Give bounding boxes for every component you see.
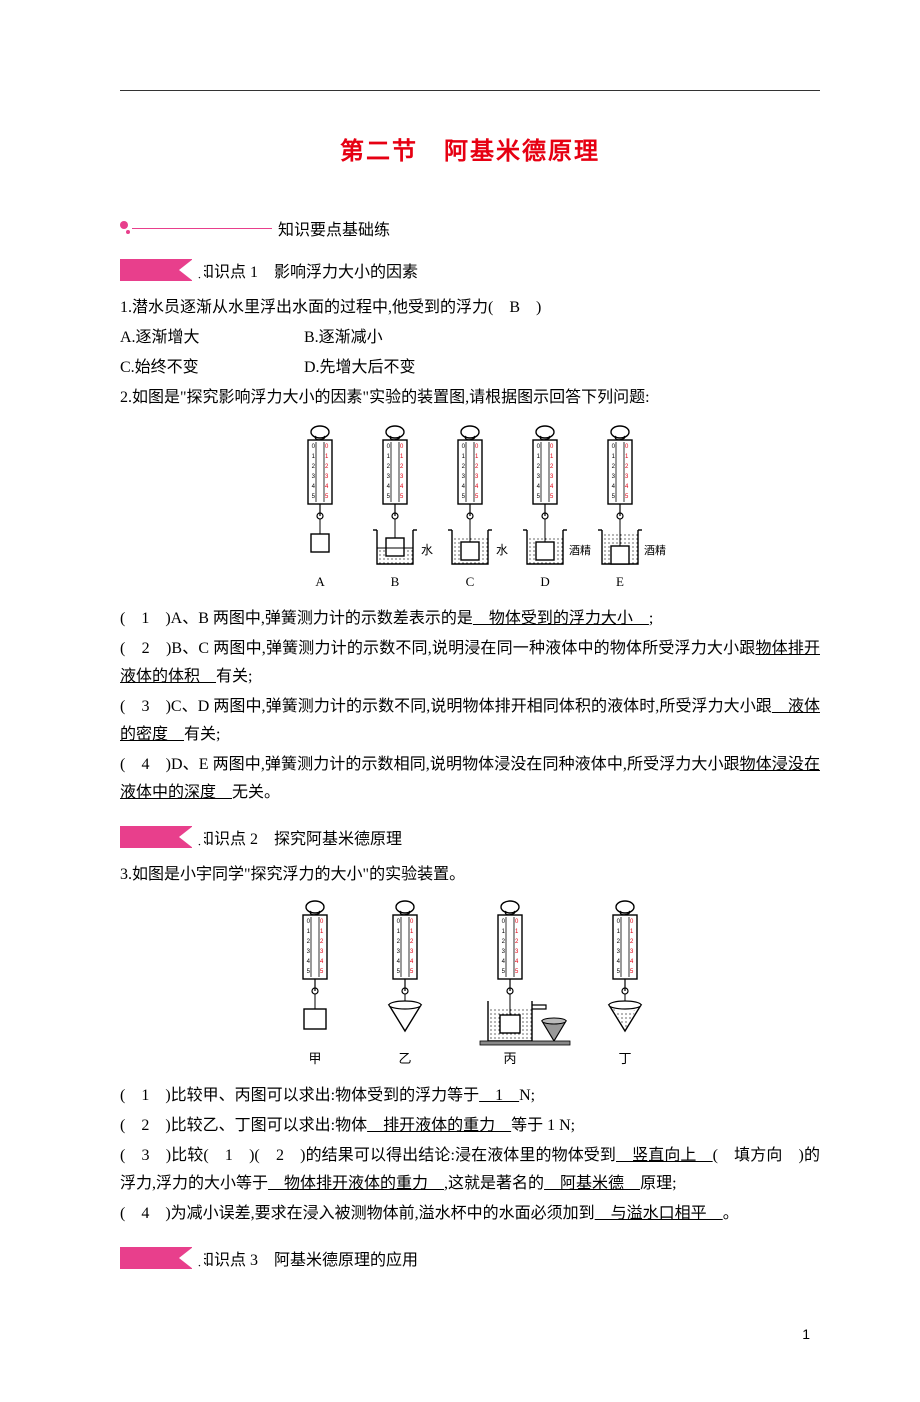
kp1-label: 知识点 1 影响浮力大小的因素 [198, 258, 418, 282]
q2-p1u: 物体受到的浮力大小 [473, 610, 649, 627]
svg-text:酒精: 酒精 [569, 544, 591, 557]
q3-p1b: N; [519, 1087, 535, 1104]
figure-1: 012 345 012 345 [120, 420, 820, 595]
top-rule [120, 90, 820, 91]
q1-optC: C.始终不变 [120, 354, 300, 382]
svg-text:C: C [466, 574, 475, 589]
q1-optD: D.先增大后不变 [304, 359, 416, 376]
q2-p2a: ( 2 )B、C 两图中,弹簧测力计的示数不同,说明浸在同一种液体中的物体所受浮… [120, 640, 755, 657]
kp2-label: 知识点 2 探究阿基米德原理 [198, 825, 402, 849]
q3-p1: ( 1 )比较甲、丙图可以求出:物体受到的浮力等于 1 N; [120, 1082, 820, 1110]
kp-pill-icon [120, 826, 192, 848]
q3-p3u1: 竖直向上 [616, 1147, 713, 1164]
page-number: 1 [802, 1326, 810, 1342]
q3-p3: ( 3 )比较( 1 )( 2 )的结果可以得出结论:浸在液体里的物体受到 竖直… [120, 1142, 820, 1198]
q3-p2a: ( 2 )比较乙、丁图可以求出:物体 [120, 1117, 367, 1134]
q3-p3a: ( 3 )比较( 1 )( 2 )的结果可以得出结论:浸在液体里的物体受到 [120, 1147, 616, 1164]
svg-text:酒精: 酒精 [644, 544, 666, 557]
q1-row2: C.始终不变 D.先增大后不变 [120, 354, 820, 382]
q3-p3n: ,这就是著名的 [444, 1175, 544, 1192]
q3-p3u3: 阿基米德 [544, 1175, 640, 1192]
kp-pill-icon [120, 1247, 192, 1269]
q3-p1u: 1 [479, 1087, 519, 1104]
kp3-bar: 知识点 3 阿基米德原理的应用 [120, 1246, 820, 1270]
svg-text:D: D [540, 574, 549, 589]
dots-icon [120, 221, 134, 235]
kp-pill-icon [120, 259, 192, 281]
q3-p1a: ( 1 )比较甲、丙图可以求出:物体受到的浮力等于 [120, 1087, 479, 1104]
q3-p4a: ( 4 )为减小误差,要求在浸入被测物体前,溢水杯中的水面必须加到 [120, 1205, 595, 1222]
q3-p3b: 原理; [640, 1175, 676, 1192]
section-rule [132, 228, 272, 229]
q2-p1b: ; [649, 610, 653, 627]
q2-p4: ( 4 )D、E 两图中,弹簧测力计的示数相同,说明物体浸没在同种液体中,所受浮… [120, 751, 820, 807]
figure-2: 甲 乙 [120, 897, 820, 1072]
q1-stem: 1.潜水员逐渐从水里浮出水面的过程中,他受到的浮力( B ) [120, 294, 820, 322]
page-title: 第二节 阿基米德原理 [120, 131, 820, 166]
q3-p2u: 排开液体的重力 [367, 1117, 511, 1134]
q3-p3u2: 物体排开液体的重力 [268, 1175, 444, 1192]
q3-p4b: 。 [723, 1205, 739, 1222]
svg-text:甲: 甲 [308, 1051, 321, 1066]
svg-text:乙: 乙 [398, 1051, 411, 1066]
svg-text:丙: 丙 [503, 1051, 516, 1066]
q2-stem: 2.如图是"探究影响浮力大小的因素"实验的装置图,请根据图示回答下列问题: [120, 384, 820, 412]
q1-optB: B.逐渐减小 [304, 329, 383, 346]
section-bar: 知识要点基础练 [120, 216, 820, 240]
svg-text:水: 水 [421, 543, 433, 557]
q3-p2: ( 2 )比较乙、丁图可以求出:物体 排开液体的重力 等于 1 N; [120, 1112, 820, 1140]
svg-text:A: A [315, 574, 325, 589]
svg-text:B: B [391, 574, 400, 589]
q3-p4: ( 4 )为减小误差,要求在浸入被测物体前,溢水杯中的水面必须加到 与溢水口相平… [120, 1200, 820, 1228]
q2-p4a: ( 4 )D、E 两图中,弹簧测力计的示数相同,说明物体浸没在同种液体中,所受浮… [120, 756, 740, 773]
q2-p1: ( 1 )A、B 两图中,弹簧测力计的示数差表示的是 物体受到的浮力大小 ; [120, 605, 820, 633]
q2-p3b: 有关; [184, 726, 220, 743]
q2-p4b: 无关。 [232, 784, 280, 801]
kp2-bar: 知识点 2 探究阿基米德原理 [120, 825, 820, 849]
kp3-label: 知识点 3 阿基米德原理的应用 [198, 1246, 418, 1270]
q2-p2b: 有关; [216, 668, 252, 685]
q2-p3: ( 3 )C、D 两图中,弹簧测力计的示数不同,说明物体排开相同体积的液体时,所… [120, 693, 820, 749]
svg-text:水: 水 [496, 543, 508, 557]
q2-p2: ( 2 )B、C 两图中,弹簧测力计的示数不同,说明浸在同一种液体中的物体所受浮… [120, 635, 820, 691]
q3-stem: 3.如图是小宇同学"探究浮力的大小"的实验装置。 [120, 861, 820, 889]
kp1-bar: 知识点 1 影响浮力大小的因素 [120, 258, 820, 282]
svg-text:E: E [616, 574, 624, 589]
svg-text:丁: 丁 [618, 1051, 631, 1066]
q2-p1a: ( 1 )A、B 两图中,弹簧测力计的示数差表示的是 [120, 610, 473, 627]
q3-p4u: 与溢水口相平 [595, 1205, 723, 1222]
q1-row1: A.逐渐增大 B.逐渐减小 [120, 324, 820, 352]
q1-optA: A.逐渐增大 [120, 324, 300, 352]
section-label: 知识要点基础练 [278, 216, 390, 240]
q2-p3a: ( 3 )C、D 两图中,弹簧测力计的示数不同,说明物体排开相同体积的液体时,所… [120, 698, 772, 715]
q3-p2b: 等于 1 N; [511, 1117, 575, 1134]
